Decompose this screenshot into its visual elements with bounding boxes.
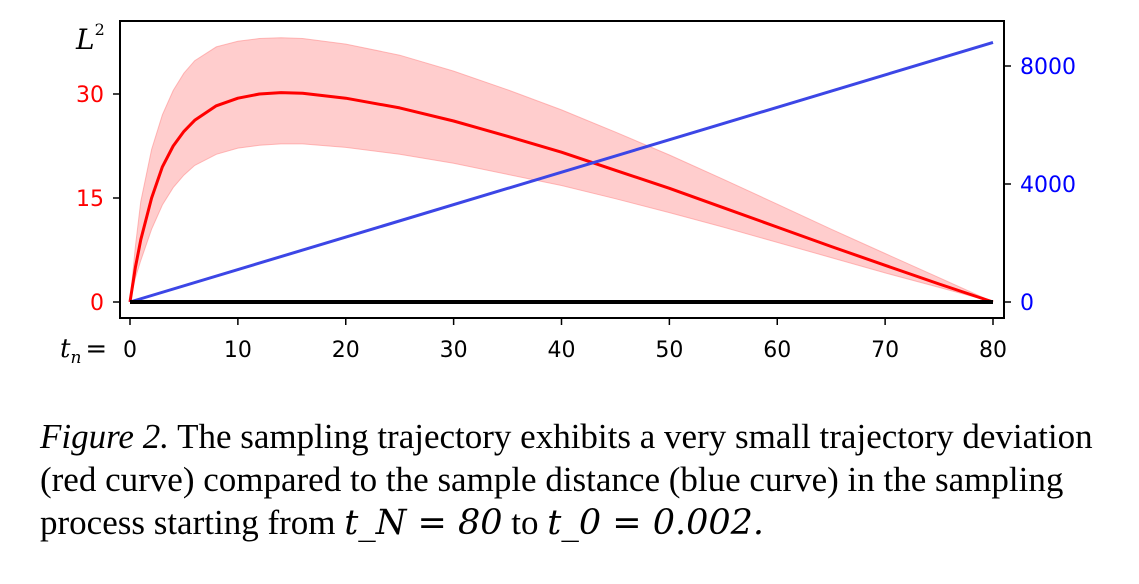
- right-tick-label: 4000: [1020, 173, 1076, 198]
- caption-text: The sampling trajectory exhibits a very …: [40, 417, 1093, 542]
- caption-math-t0: t_0 = 0.002.: [547, 503, 765, 543]
- x-tick-label: 10: [224, 338, 252, 363]
- caption-connector: to: [511, 503, 539, 542]
- right-tick-label: 8000: [1020, 55, 1076, 80]
- x-tick-label: 50: [655, 338, 683, 363]
- x-tick-label: 80: [979, 338, 1007, 363]
- x-tick-label: 40: [548, 338, 576, 363]
- x-tick-label: 0: [123, 338, 137, 363]
- x-tick-label: 30: [440, 338, 468, 363]
- caption-figure-label: Figure 2.: [40, 417, 169, 456]
- figure-caption: Figure 2. The sampling trajectory exhibi…: [40, 415, 1130, 545]
- x-tick-label: 70: [871, 338, 899, 363]
- right-tick-label: 0: [1020, 291, 1034, 316]
- x-axis-label: tn =: [60, 334, 107, 368]
- left-tick-label: 30: [76, 83, 104, 108]
- left-tick-label: 15: [76, 187, 104, 212]
- trajectory-deviation-line: [128, 91, 994, 304]
- left-tick-label: 0: [90, 291, 104, 316]
- sample-distance-line: [129, 40, 994, 304]
- x-tick-label: 20: [332, 338, 360, 363]
- left-axis-label: L2: [75, 20, 105, 56]
- x-tick-label: 60: [763, 338, 791, 363]
- chart: 0 10 20 30 40 50 60 70 80 tn = 0 15 30 L2 0 4000 8000: [60, 20, 1076, 368]
- caption-math-tn: t_N = 80: [344, 503, 503, 543]
